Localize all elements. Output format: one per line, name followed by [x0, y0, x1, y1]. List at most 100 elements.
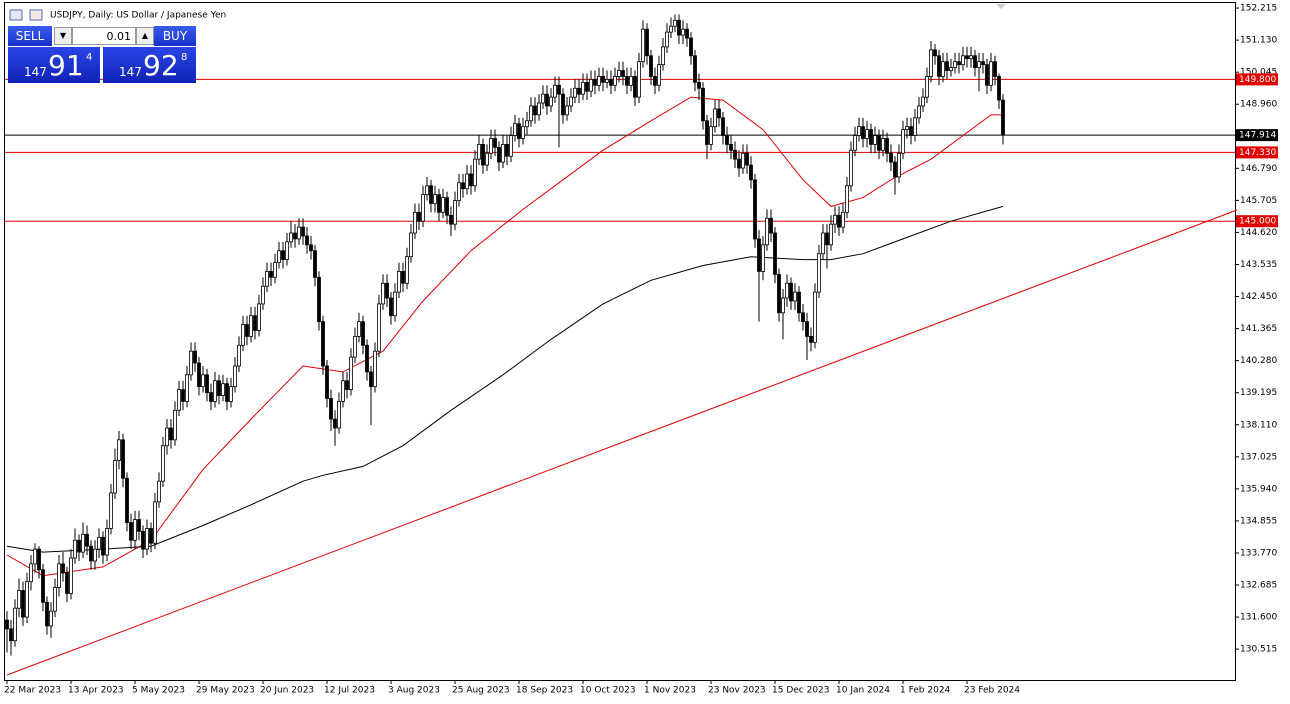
candle-body [769, 217, 773, 234]
candle-body [841, 211, 845, 228]
candle-body [69, 557, 73, 594]
candle-body [497, 146, 501, 163]
candle-body [865, 129, 869, 139]
candle-body [369, 371, 373, 388]
candle-body [669, 25, 673, 33]
candle-body [281, 250, 285, 261]
candle-body [953, 61, 957, 68]
candle-body [681, 28, 685, 36]
candle-body [93, 548, 97, 562]
ask-prefix: 147 [119, 65, 142, 79]
candle-body [249, 315, 253, 337]
moving-average [6, 205, 1004, 553]
candle-body [449, 214, 453, 225]
candle-body [161, 445, 165, 482]
candle-body [653, 76, 657, 86]
candle-body [721, 117, 725, 136]
candle-body [333, 418, 337, 429]
candle-body [805, 321, 809, 337]
candle-body [777, 273, 781, 314]
candle-body [545, 93, 549, 107]
candle-body [477, 143, 481, 160]
candle-body [429, 185, 433, 204]
bid-sup: 4 [86, 52, 93, 63]
bid-price[interactable]: 147 91 4 [8, 47, 100, 83]
candle-body [421, 194, 425, 222]
volume-input[interactable]: 0.01 [72, 27, 136, 45]
y-tick-label: 137.025 [1240, 452, 1277, 462]
candle-body [537, 102, 541, 116]
sell-button[interactable]: SELL [8, 26, 52, 46]
candle-body [13, 607, 17, 642]
candle-body [397, 271, 401, 293]
candle-body [517, 123, 521, 139]
volume-down[interactable]: ▼ [54, 27, 72, 45]
candle-body [209, 392, 213, 402]
candle-body [165, 427, 169, 447]
level-label-bg [1236, 146, 1278, 159]
volume-up[interactable]: ▲ [136, 27, 154, 45]
current-price-bg [1236, 129, 1278, 142]
candle-body [541, 93, 545, 104]
candle-body [329, 398, 333, 420]
candle-body [813, 291, 817, 343]
candle-body [73, 539, 77, 559]
candle-body [353, 336, 357, 358]
candle-body [893, 161, 897, 178]
candle-body [49, 610, 53, 627]
candle-body [821, 232, 825, 255]
icon[interactable] [29, 9, 43, 21]
candle-body [425, 185, 429, 196]
candle-body [837, 214, 841, 228]
candle-body [25, 581, 29, 618]
x-tick-label: 10 Oct 2023 [580, 686, 636, 696]
candle-body [737, 158, 741, 169]
candle-body [901, 129, 905, 154]
candle-body [257, 303, 261, 331]
candle-body [885, 138, 889, 154]
candle-body [969, 55, 973, 60]
candle-body [217, 380, 221, 396]
candle-body [65, 572, 69, 594]
candle-body [361, 321, 365, 346]
buy-button[interactable]: BUY [154, 26, 196, 46]
ask-price[interactable]: 147 92 8 [103, 47, 196, 83]
y-tick-label: 134.855 [1240, 516, 1277, 526]
candle-body [129, 522, 133, 541]
candle-body [377, 303, 381, 352]
candle-body [137, 519, 141, 532]
candle-body [57, 563, 61, 588]
candle-body [157, 480, 161, 503]
candle-body [501, 143, 505, 163]
candle-body [237, 344, 241, 367]
candle-body [9, 628, 13, 642]
y-tick-label: 151.130 [1240, 36, 1277, 46]
candle-body [85, 533, 89, 547]
candle-body [801, 312, 805, 323]
y-tick-label: 142.450 [1240, 292, 1277, 302]
candle-body [373, 350, 377, 388]
candle-body [305, 235, 309, 246]
candle-body [153, 501, 157, 544]
candle-body [21, 590, 25, 618]
candle-body [809, 336, 813, 343]
ask-main: 92 [143, 49, 179, 82]
level-label: 147.330 [1239, 148, 1276, 158]
candle-body [485, 152, 489, 166]
candle-body [53, 587, 57, 612]
x-tick-label: 23 Nov 2023 [708, 686, 766, 696]
candle-body [857, 126, 861, 136]
candle-body [781, 297, 785, 314]
candle-body [609, 79, 613, 86]
candle-body [941, 61, 945, 77]
candle-body [773, 232, 777, 275]
candle-body [637, 61, 641, 98]
candle-body [345, 380, 349, 390]
y-tick-label: 152.215 [1240, 4, 1277, 14]
x-tick-label: 13 Apr 2023 [68, 686, 124, 696]
candle-body [961, 55, 965, 66]
candle-body [481, 143, 485, 166]
candle-body [349, 356, 353, 390]
candle-body [577, 87, 581, 95]
candle-body [989, 61, 993, 86]
